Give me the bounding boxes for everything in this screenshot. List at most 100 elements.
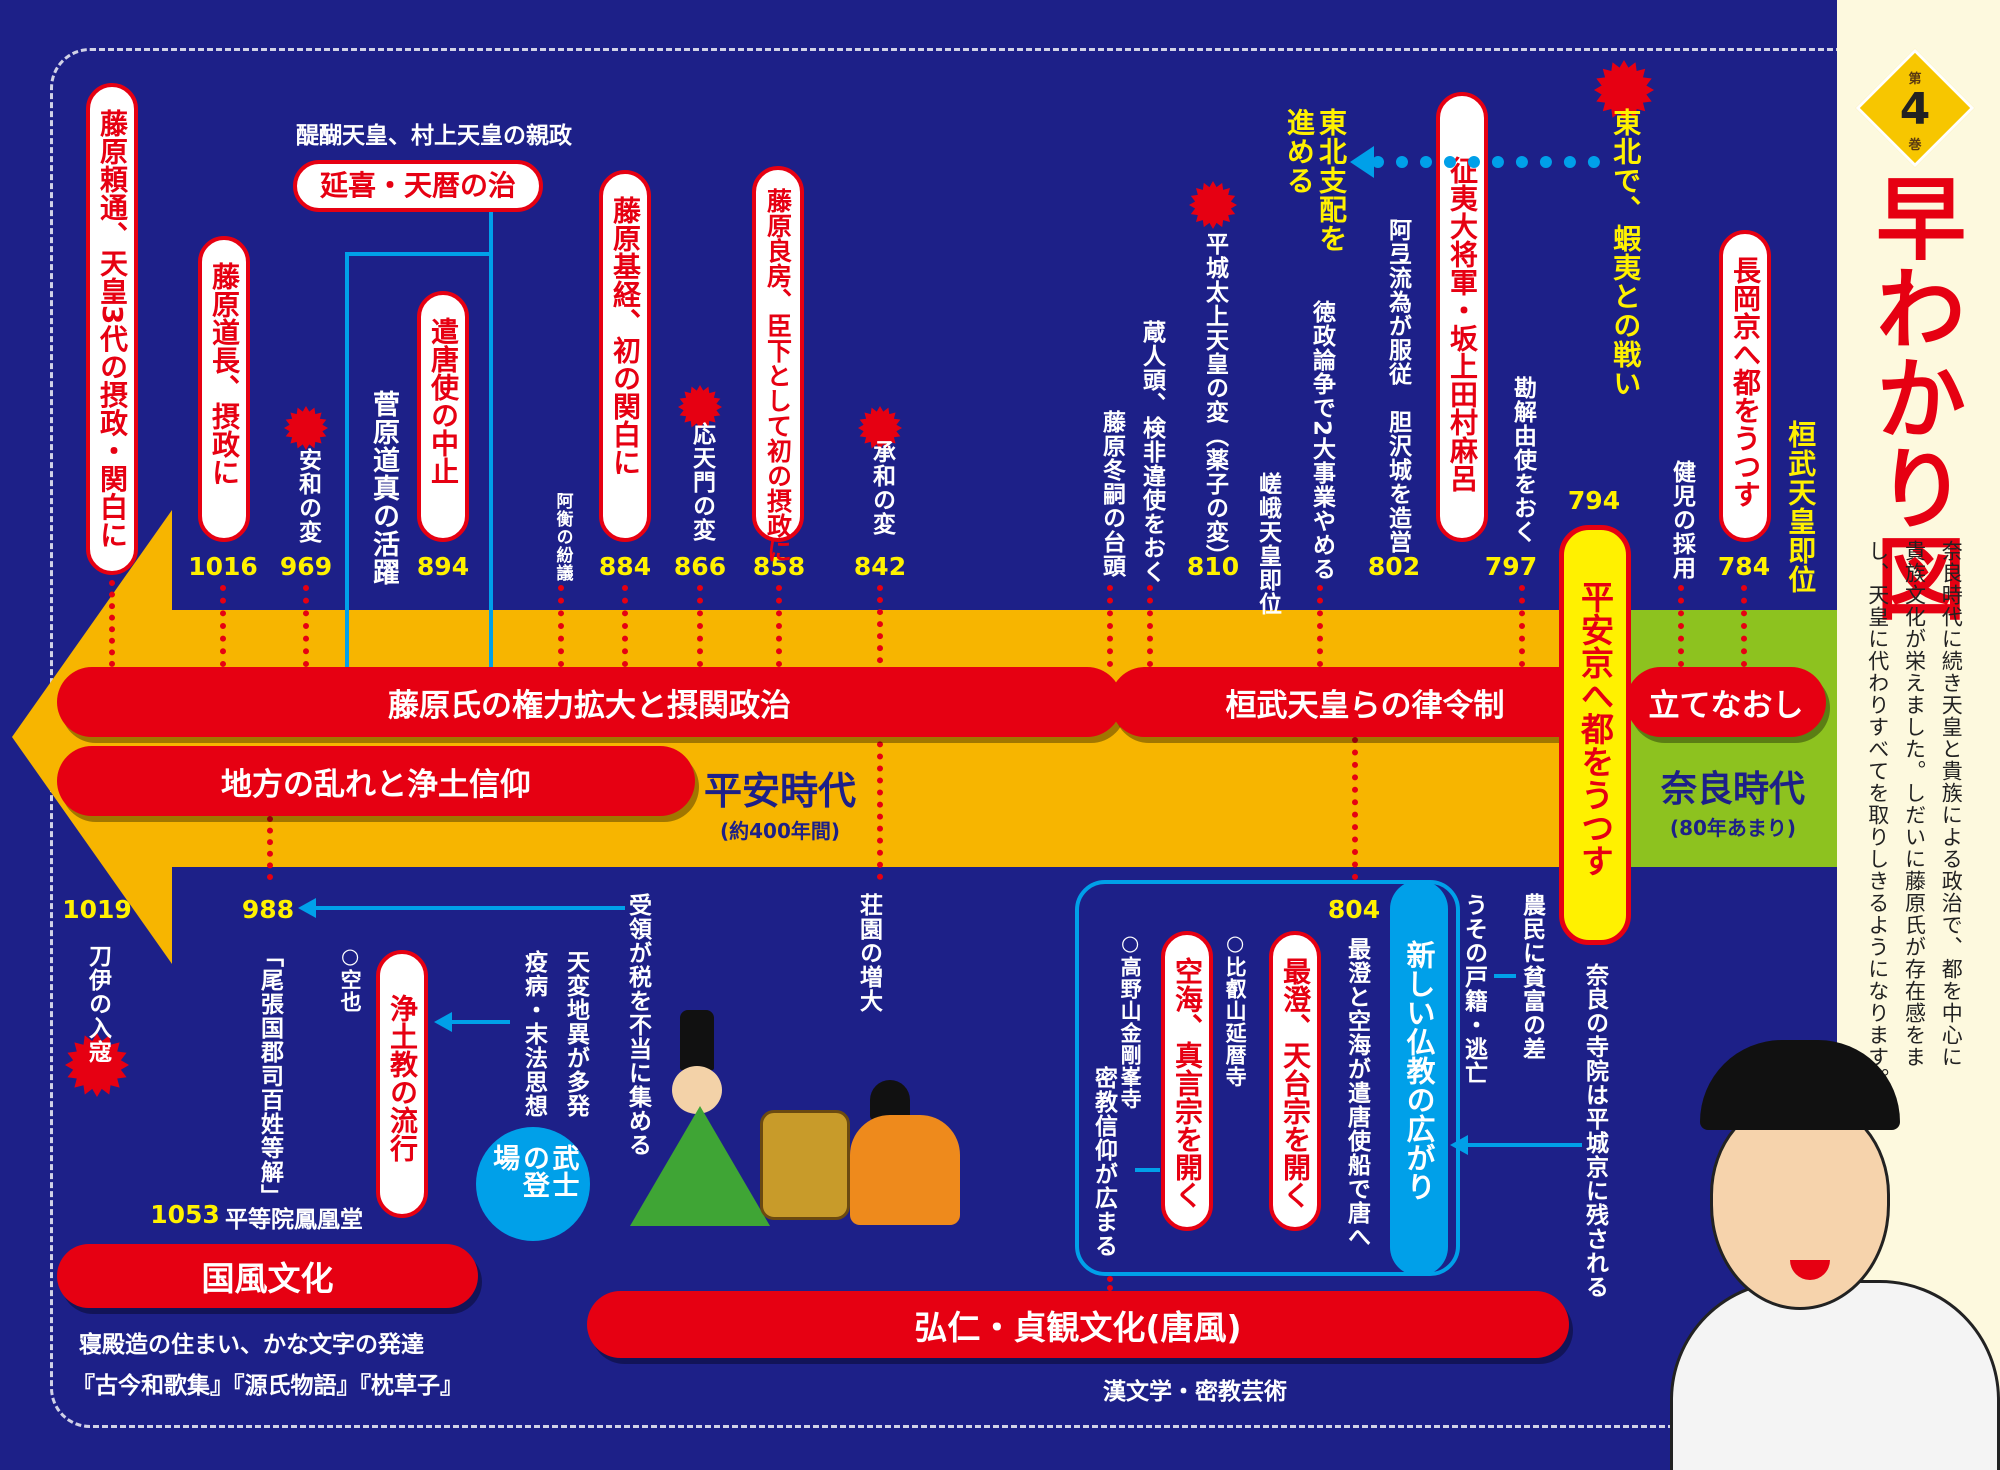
pill-nagaoka: 長岡京へ都をうつす: [1719, 230, 1771, 542]
event-nomin: 農民に貧富の差: [1518, 893, 1545, 1061]
event-shoen: 荘園の増大: [855, 893, 882, 1013]
bukkyo-box: [1075, 880, 1460, 1276]
dotted-connector: [1147, 585, 1153, 667]
dotted-connector: [1317, 585, 1323, 667]
volume-suffix: 巻: [1908, 138, 1922, 153]
event-nara-jiin: 奈良の寺院は平城京に残される: [1581, 963, 1608, 1299]
event-jowa: 承和の変: [868, 440, 895, 536]
dotted-arrow: [1372, 156, 1600, 168]
pill-engi: 延喜・天暦の治: [293, 160, 543, 212]
arrowhead: [298, 898, 316, 918]
year-810: 810: [1186, 552, 1240, 581]
event-saicho-kukai: 最澄と空海が遣唐使船で唐へ: [1343, 937, 1370, 1249]
dotted-connector: [303, 585, 309, 667]
year-804: 804: [1327, 895, 1381, 924]
engi-bracket-left: [345, 252, 349, 667]
starburst-icon: [858, 406, 902, 450]
event-koseki: うその戸籍・逃亡: [1460, 893, 1487, 1085]
bar-kanmu: 桓武天皇らの律令制: [1110, 667, 1620, 737]
year-894: 894: [416, 552, 470, 581]
dotted-connector: [1107, 585, 1113, 667]
year-988: 988: [241, 895, 295, 924]
arrow-tenpen-jodo: [450, 1020, 510, 1024]
year-858: 858: [752, 552, 806, 581]
bushi-label: 武士の登場: [488, 1144, 579, 1198]
engi-heading: 醍醐天皇、村上天皇の親政: [296, 123, 572, 149]
emperor-character: [1600, 1030, 2000, 1470]
bushi-circle: 武士の登場: [476, 1127, 590, 1241]
pill-shingon: 空海、真言宗を開く: [1161, 931, 1213, 1231]
event-tenpen: 天変地異が多発: [562, 950, 589, 1118]
pill-yoshifusa: 藤原良房、臣下として初の摂政に: [752, 166, 804, 563]
pill-jodo: 浄土教の流行: [376, 950, 428, 1218]
heian-band: [160, 610, 1590, 867]
dotted-connector: [267, 816, 273, 880]
year-866: 866: [673, 552, 727, 581]
event-ako: 阿衡の紛議: [552, 492, 573, 582]
noble-illustration: [620, 1010, 970, 1230]
pill-tendai: 最澄、天台宗を開く: [1269, 931, 1321, 1231]
year-797: 797: [1484, 552, 1538, 581]
starburst-icon: [1189, 181, 1237, 229]
engi-bracket-right: [489, 212, 493, 667]
side-panel: 第 4 巻 早わかり図 奈良時代に続き天皇と貴族による政治で、都を中心に 貴族文化…: [1837, 0, 2000, 1470]
pill-kentoshi: 遣唐使の中止: [417, 291, 469, 542]
konin-sub: 漢文学・密教芸術: [1103, 1379, 1287, 1405]
event-hiei: ○比叡山延暦寺: [1223, 931, 1248, 1088]
bar-tatenaoshi: 立てなおし: [1626, 667, 1826, 737]
arrow-nomin-koseki: [1494, 974, 1516, 978]
pill-mototsune: 藤原基経、初の関白に: [599, 170, 651, 542]
bukkyo-capsule: 新しい仏教の広がり: [1390, 880, 1448, 1276]
volume-badge: 第 4 巻: [1855, 48, 1975, 168]
bukkyo-label: 新しい仏教の広がり: [1402, 940, 1436, 1201]
arrow-nara-bukkyo: [1462, 1143, 1582, 1147]
event-kondei: 健児の採用: [1668, 460, 1695, 580]
pill-yorimichi: 藤原頼通、天皇3代の摂政・関白に: [86, 83, 138, 575]
event-heizei: 平城太上天皇の変（薬子の変）: [1201, 232, 1228, 568]
bar-fujiwara: 藤原氏の権力拡大と摂関政治: [57, 667, 1122, 737]
dotted-connector: [1519, 585, 1525, 667]
era-heian: 平安時代 (約400年間): [703, 769, 857, 843]
panel-title: 早わかり図: [1860, 172, 1965, 622]
year-1019: 1019: [62, 895, 132, 924]
starburst-icon: [678, 385, 722, 429]
dotted-connector: [776, 585, 782, 667]
panel-description: 奈良時代に続き天皇と貴族による政治で、都を中心に 貴族文化が栄えました。しだいに藤…: [1865, 540, 1964, 1090]
bar-chiho: 地方の乱れと浄土信仰: [57, 746, 695, 816]
event-toi: 刀伊の入寇: [84, 944, 111, 1064]
pill-michinaga: 藤原道長、摂政に: [198, 236, 250, 542]
arrow-zuryo-owari: [315, 906, 625, 910]
event-fuyutsugu: 藤原冬嗣の台頭: [1098, 410, 1125, 578]
dotted-connector: [1107, 1276, 1113, 1291]
volume-prefix: 第: [1908, 72, 1922, 87]
year-802: 802: [1367, 552, 1421, 581]
event-koya: ○高野山金剛峯寺: [1118, 931, 1143, 1110]
year-969: 969: [279, 552, 333, 581]
event-kurodo: 蔵人頭、検非違使をおく: [1138, 320, 1165, 584]
dotted-connector: [622, 585, 628, 667]
event-kageyushi: 勘解由使をおく: [1509, 376, 1536, 544]
starburst-icon: [65, 1033, 129, 1097]
dotted-connector: [109, 580, 115, 667]
arrow-shingon-mikkyo: [1135, 1168, 1160, 1172]
event-ekibyo: 疫病・末法思想: [520, 950, 547, 1118]
year-842: 842: [853, 552, 907, 581]
event-kanmu-sokui: 桓武天皇即位: [1784, 420, 1818, 594]
event-tokusei: 徳政論争で2大事業やめる: [1308, 300, 1335, 582]
year-794: 794: [1567, 486, 1621, 515]
dotted-connector: [558, 585, 564, 667]
kokufu-line-1: 寝殿造の住まい、かな文字の発達: [79, 1332, 424, 1358]
dotted-connector: [697, 585, 703, 667]
year-784: 784: [1717, 552, 1771, 581]
heiankyo-capsule: 平安京へ都をうつす: [1559, 525, 1631, 945]
dotted-connector: [1678, 585, 1684, 667]
engi-bracket-top: [345, 252, 491, 256]
year-1053: 1053: [150, 1200, 220, 1229]
event-aterui: 阿弖流為が服従 胆沢城を造営: [1384, 218, 1411, 554]
dotted-arrowhead: [1350, 146, 1374, 178]
event-otenmon: 応天門の変: [688, 422, 715, 542]
event-tohoku-shihai: 東北支配を進める: [1282, 108, 1348, 253]
event-kuya: ○空也: [338, 944, 363, 1013]
event-owari: 「尾張国郡司百姓等解」: [256, 944, 283, 1208]
event-michizane: 菅原道真の活躍: [368, 390, 400, 586]
